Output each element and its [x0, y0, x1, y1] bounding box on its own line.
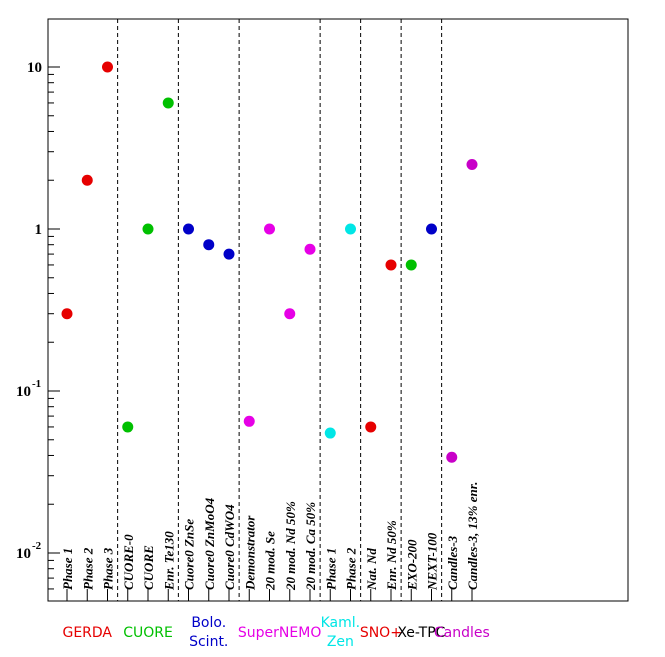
experiment-label: Phase 1 — [323, 548, 338, 590]
data-point — [61, 308, 73, 320]
y-tick-label: 1 — [35, 222, 43, 238]
experiment-label: Phase 2 — [80, 547, 95, 590]
data-point — [183, 223, 194, 235]
group-label: Candles — [434, 625, 490, 641]
experiment-label: Candles-3, 13% enr. — [465, 482, 480, 590]
experiment-label: Cuore0 ZnSe — [182, 519, 197, 590]
data-point — [385, 259, 397, 271]
y-tick-label: 10 — [16, 546, 31, 562]
experiment-label: 20 mod. Se — [263, 531, 278, 591]
x-axis — [66, 589, 473, 601]
data-point — [81, 174, 93, 186]
group-label: GERDA — [62, 625, 112, 641]
experiment-label: Cuore0 CdWO4 — [222, 504, 237, 590]
data-points — [61, 61, 478, 463]
data-point — [142, 223, 154, 235]
y-tick-exponent: -2 — [32, 540, 42, 552]
data-point — [466, 159, 478, 171]
y-tick-label: 10 — [27, 60, 42, 76]
y-tick-label: 10 — [16, 384, 31, 400]
experiment-label: Nat. Nd — [364, 548, 379, 591]
experiment-label: Phase 3 — [101, 547, 116, 590]
group-label: Zen — [327, 634, 354, 650]
experiment-label: EXO-200 — [404, 539, 419, 591]
y-tick-exponent: -1 — [32, 378, 41, 390]
group-label: Kaml. — [321, 615, 361, 631]
data-point — [264, 223, 275, 235]
data-point — [284, 308, 296, 320]
data-point — [162, 97, 174, 109]
data-point — [365, 421, 377, 433]
experiment-labels: Phase 1 Phase 2 Phase 3 CUORE-0 CUORE Enr. Te… — [60, 482, 480, 591]
data-point — [203, 239, 215, 251]
experiment-label: Cuore0 ZnMoO4 — [202, 497, 217, 590]
data-point — [345, 223, 356, 235]
group-label: SNO+ — [360, 625, 402, 641]
experiment-label: CUORE-0 — [121, 534, 136, 590]
group-label: SuperNEMO — [238, 625, 321, 641]
experiment-label: Enr. Nd 50% — [384, 520, 399, 591]
experiment-label: Candles-3 — [445, 535, 460, 590]
group-label: CUORE — [123, 625, 173, 641]
plot-frame — [47, 18, 629, 602]
data-point — [102, 61, 113, 73]
experiment-label: Enr. Te130 — [161, 531, 176, 591]
experiment-label: CUORE — [141, 545, 156, 590]
experiment-label: Phase 1 — [60, 548, 75, 590]
data-point — [405, 259, 417, 271]
data-point — [243, 415, 255, 427]
data-point — [426, 223, 437, 235]
data-point — [304, 243, 316, 255]
data-point — [324, 427, 336, 439]
data-point — [223, 248, 235, 260]
data-point — [446, 451, 458, 463]
experiment-label: 20 mod. Ca 50% — [303, 502, 318, 591]
group-label: Scint. — [189, 634, 228, 650]
group-label: Bolo. — [191, 615, 226, 631]
experiment-label: NEXT-100 — [425, 532, 440, 591]
experiment-label: Demonstrator — [242, 515, 257, 591]
data-point — [122, 421, 134, 433]
experiment-label: Phase 2 — [344, 547, 359, 590]
group-label: Xe-TPC — [397, 625, 445, 641]
experiment-label: 20 mod. Nd 50% — [283, 501, 298, 591]
separator-lines — [117, 19, 443, 601]
